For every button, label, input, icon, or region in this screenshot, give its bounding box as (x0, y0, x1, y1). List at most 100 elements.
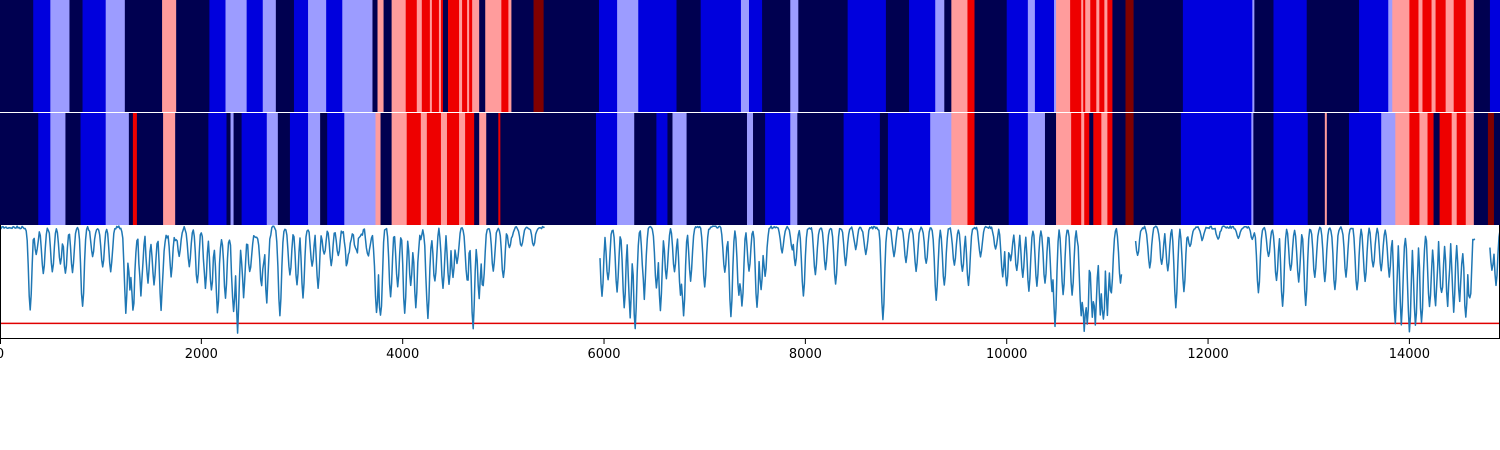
state-track-top-segment-49 (748, 0, 763, 112)
state-track-top-segment-68 (1083, 0, 1086, 112)
state-track-top-segment-45 (638, 0, 677, 112)
x-tick-label-3: 6000 (587, 347, 620, 362)
state-track-top-segment-42 (543, 0, 600, 112)
state-track-top-segment-61 (1006, 0, 1029, 112)
state-track-bottom-segment-64 (1089, 113, 1094, 225)
state-track-top-segment-71 (1096, 0, 1100, 112)
x-tick-label-6: 12000 (1187, 347, 1228, 362)
state-track-top-segment-20 (383, 0, 393, 112)
state-track-bottom-segment-37 (500, 113, 597, 225)
state-track-bottom-segment-26 (406, 113, 422, 225)
state-track-bottom-segment-43 (672, 113, 687, 225)
state-track-top-segment-36 (479, 0, 486, 112)
state-track-top-segment-24 (421, 0, 431, 112)
state-track-bottom-segment-83 (1427, 113, 1434, 225)
state-track-bottom-segment-67 (1107, 113, 1113, 225)
state-track-bottom-segment-76 (1324, 113, 1328, 225)
state-track-top-segment-2 (50, 0, 70, 112)
state-track-top-segment-3 (69, 0, 83, 112)
state-track-bottom-segment-38 (595, 113, 618, 225)
state-track-bottom-segment-19 (308, 113, 321, 225)
state-track-bottom-segment-3 (65, 113, 81, 225)
state-track-top-segment-26 (431, 0, 440, 112)
state-track-top-segment-12 (262, 0, 277, 112)
state-track-bottom-segment-71 (1180, 113, 1252, 225)
state-track-bottom-segment-34 (479, 113, 487, 225)
state-track-bottom-segment-73 (1253, 113, 1274, 225)
state-track-bottom-segment-42 (667, 113, 673, 225)
state-track-top-segment-4 (82, 0, 107, 112)
state-track-top-segment-50 (762, 0, 791, 112)
state-track-top-segment-80 (1254, 0, 1274, 112)
state-track-top-segment-34 (469, 0, 473, 112)
state-track-bottom-segment-31 (459, 113, 466, 225)
x-tick-label-1: 2000 (185, 347, 218, 362)
state-track-bottom-segment-13 (230, 113, 234, 225)
state-track-bottom-segment-63 (1084, 113, 1090, 225)
state-track-top-segment-95 (1489, 0, 1500, 112)
state-track-top-segment-10 (225, 0, 248, 112)
state-track-bottom-segment-90 (1487, 113, 1495, 225)
state-track-top-segment-69 (1085, 0, 1091, 112)
x-tick-label-7: 14000 (1389, 347, 1430, 362)
state-track-bottom-segment-85 (1439, 113, 1453, 225)
state-track-bottom-segment-23 (375, 113, 381, 225)
state-track-top-segment-52 (798, 0, 849, 112)
state-track-top-segment-79 (1252, 0, 1255, 112)
state-track-top-segment-25 (429, 0, 433, 112)
state-track-top-segment-37 (485, 0, 502, 112)
state-track-top-segment-78 (1182, 0, 1253, 112)
state-track-top-segment-15 (308, 0, 327, 112)
state-track-bottom-segment-55 (967, 113, 975, 225)
state-track-top-segment-8 (176, 0, 210, 112)
state-track-bottom-segment-14 (233, 113, 243, 225)
state-track-top-segment-55 (909, 0, 936, 112)
state-track-top-segment-1 (33, 0, 51, 112)
state-track-top-segment-57 (944, 0, 952, 112)
state-track-top-segment-84 (1388, 0, 1393, 112)
state-track-top-segment-89 (1431, 0, 1436, 112)
state-track-top-segment-23 (416, 0, 423, 112)
state-track-bottom-segment-61 (1071, 113, 1082, 225)
state-track-top-segment-81 (1273, 0, 1308, 112)
state-track-bottom-segment-65 (1093, 113, 1102, 225)
state-track-top-segment-44 (617, 0, 639, 112)
state-track-top-segment-82 (1306, 0, 1360, 112)
state-track-top-segment-73 (1104, 0, 1108, 112)
state-track-bottom-segment-46 (753, 113, 766, 225)
state-track-bottom-segment-88 (1465, 113, 1475, 225)
state-track-bottom-segment-69 (1125, 113, 1134, 225)
state-track-bottom-segment-56 (974, 113, 1010, 225)
state-track-top-segment-46 (676, 0, 702, 112)
state-track-bottom-segment-0 (0, 113, 39, 225)
state-track-top-segment-58 (951, 0, 968, 112)
state-track-bottom-segment-66 (1101, 113, 1108, 225)
state-track-bottom-segment-41 (656, 113, 668, 225)
state-track-bottom-segment-48 (790, 113, 798, 225)
state-track-bottom-segment-25 (391, 113, 408, 225)
state-track-top-segment-47 (700, 0, 742, 112)
state-track-top-segment-72 (1099, 0, 1105, 112)
state-track-top-segment-54 (885, 0, 910, 112)
state-track-bottom-segment-68 (1112, 113, 1126, 225)
state-track-bottom-segment-53 (930, 113, 952, 225)
state-track-bottom-segment-1 (38, 113, 51, 225)
state-track-bottom-segment-49 (797, 113, 845, 225)
state-track-bottom-segment-80 (1395, 113, 1410, 225)
state-track-bottom-segment-89 (1473, 113, 1489, 225)
state-track-top-segment-56 (935, 0, 945, 112)
state-track-top-segment-62 (1027, 0, 1036, 112)
state-track-top-segment-53 (847, 0, 887, 112)
state-track-top-segment-75 (1112, 0, 1126, 112)
state-track-bottom-segment-45 (746, 113, 754, 225)
state-track-top-segment-59 (967, 0, 975, 112)
state-track-bottom-segment-15 (241, 113, 268, 225)
state-track-top-segment-88 (1422, 0, 1432, 112)
state-track-top-segment-29 (442, 0, 449, 112)
state-track-bottom-segment-2 (50, 113, 66, 225)
state-track-top-segment-38 (501, 0, 509, 112)
state-track-top-segment-9 (209, 0, 226, 112)
state-track-bottom-segment-58 (1027, 113, 1046, 225)
state-track-top-segment-65 (1056, 0, 1071, 112)
